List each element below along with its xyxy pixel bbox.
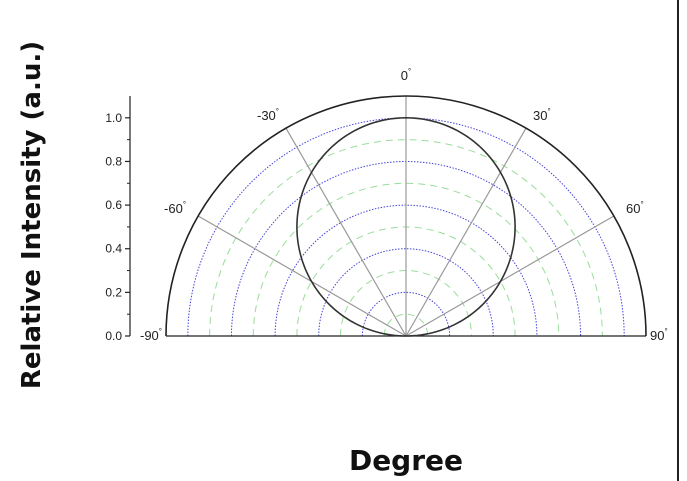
radial-tick-label: 1.0 <box>105 111 122 125</box>
radial-tick-label: 0.6 <box>105 198 122 212</box>
spoke-line <box>197 215 407 337</box>
major-grid-arc <box>361 292 451 337</box>
angle-tick-label: -30° <box>257 107 279 123</box>
spoke-line <box>405 215 615 337</box>
x-axis-title: Degree <box>349 444 463 477</box>
intensity-curve <box>296 117 516 337</box>
angle-tick-label: 90° <box>650 327 668 343</box>
radial-tick-label: 0.0 <box>105 329 122 343</box>
minor-grid-arc <box>209 139 603 337</box>
y-axis-title: Relative Intensity (a.u.) <box>17 41 47 389</box>
angle-labels: -90° -60° -30° 0° 30° 60° 90° <box>140 67 668 343</box>
angle-tick-label: 0° <box>401 67 411 83</box>
spoke-line <box>405 127 527 337</box>
radial-axis: 0.0 0.2 0.4 0.6 0.8 1.0 <box>105 96 131 343</box>
degree-symbol: ° <box>183 200 186 209</box>
radial-tick-label: 0.8 <box>105 154 122 168</box>
angle-tick-label: 30° <box>533 107 551 123</box>
radial-tick-label: 0.4 <box>105 242 122 256</box>
angle-tick-label: 60° <box>626 200 644 216</box>
degree-symbol: ° <box>408 67 411 76</box>
angle-spokes <box>197 96 615 337</box>
degree-symbol: ° <box>276 107 279 116</box>
degree-symbol: ° <box>159 327 162 336</box>
radial-tick-label: 0.2 <box>105 285 122 299</box>
degree-symbol: ° <box>640 200 643 209</box>
angle-tick-label: -60° <box>164 200 186 216</box>
outer-boundary-arc <box>165 95 647 337</box>
angle-tick-label: -90° <box>140 327 162 343</box>
degree-symbol: ° <box>547 107 550 116</box>
spoke-line <box>285 127 407 337</box>
degree-symbol: ° <box>664 327 667 336</box>
minor-grid-arc <box>252 182 560 337</box>
